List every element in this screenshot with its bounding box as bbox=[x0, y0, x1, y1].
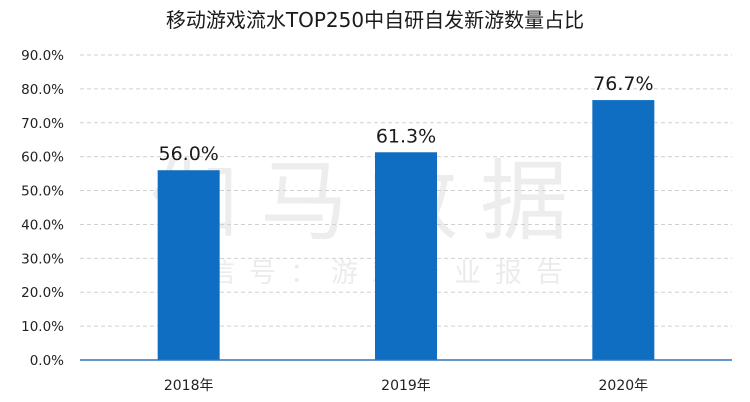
data-label: 76.7% bbox=[593, 73, 653, 95]
chart-title: 移动游戏流水TOP250中自研自发新游数量占比 bbox=[165, 8, 585, 32]
data-labels: 56.0% 61.3% 76.7% bbox=[158, 73, 653, 165]
y-axis-ticks: 0.0% 10.0% 20.0% 30.0% 40.0% 50.0% 60.0% 70.0% 8… bbox=[21, 48, 64, 369]
bar bbox=[592, 100, 655, 361]
bar bbox=[375, 152, 437, 360]
bar bbox=[157, 170, 220, 360]
x-tick-label: 2019年 bbox=[381, 378, 431, 394]
y-tick-label: 90.0% bbox=[21, 48, 64, 64]
y-tick-label: 0.0% bbox=[30, 353, 64, 369]
data-label: 56.0% bbox=[158, 143, 218, 165]
y-tick-label: 50.0% bbox=[21, 184, 64, 200]
y-tick-label: 80.0% bbox=[21, 82, 64, 98]
y-tick-label: 10.0% bbox=[21, 319, 64, 335]
x-tick-label: 2020年 bbox=[599, 378, 649, 394]
y-tick-label: 20.0% bbox=[21, 285, 64, 301]
y-tick-label: 30.0% bbox=[21, 251, 64, 267]
y-tick-label: 60.0% bbox=[21, 150, 64, 166]
y-tick-label: 40.0% bbox=[21, 217, 64, 233]
watermark-sub: 微信号：游戏产业报告 bbox=[167, 258, 577, 289]
x-axis-ticks: 2018年 2019年 2020年 bbox=[164, 378, 648, 394]
data-label: 61.3% bbox=[376, 125, 436, 147]
x-tick-label: 2018年 bbox=[164, 378, 214, 394]
y-tick-label: 70.0% bbox=[21, 116, 64, 132]
bars bbox=[157, 100, 655, 361]
